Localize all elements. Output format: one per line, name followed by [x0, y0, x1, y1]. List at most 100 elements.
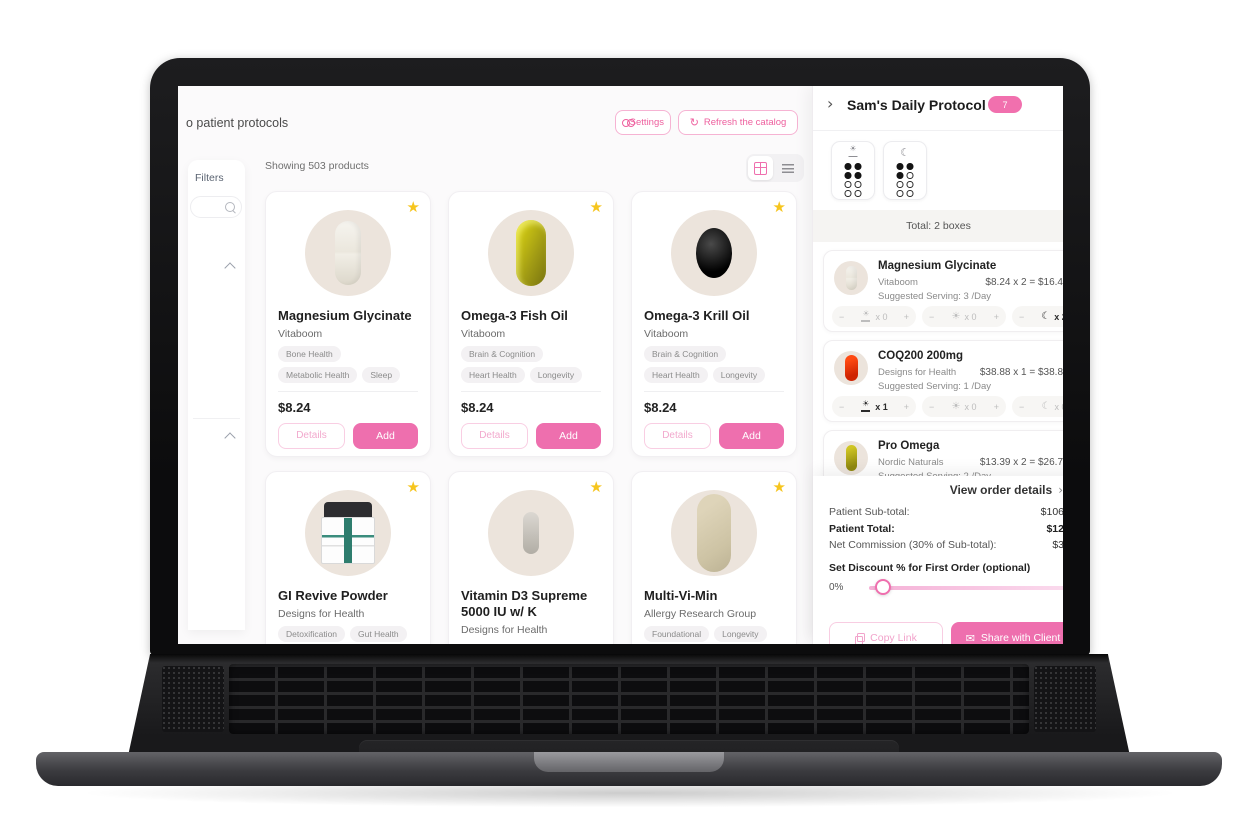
- details-button[interactable]: Details: [461, 422, 528, 449]
- speaker-grille: [162, 666, 224, 732]
- laptop-front-edge: [36, 752, 1222, 786]
- category-tag: Bone Health: [278, 345, 341, 362]
- laptop-screen: o patient protocols Settings ↻ Refresh t…: [178, 86, 1063, 644]
- cart-item-name: Magnesium Glycinate: [878, 260, 997, 272]
- product-grid: ★ Magnesium Glycinate Vitaboom Bone Heal…: [265, 191, 797, 644]
- view-order-details-link[interactable]: View order details ›: [949, 483, 1063, 497]
- category-tag: Brain & Cognition: [644, 345, 727, 362]
- chevron-right-icon: ›: [1058, 483, 1063, 497]
- morning-icon: [860, 312, 871, 322]
- product-name: Omega-3 Fish Oil: [461, 308, 568, 323]
- pill-dot: [896, 163, 903, 170]
- product-price: $8.24: [461, 399, 494, 415]
- chevron-up-icon[interactable]: [224, 262, 236, 274]
- order-row-value: $3: [1052, 539, 1063, 551]
- dose-stepper-morning[interactable]: − x 1 +: [832, 396, 916, 417]
- product-tags: Foundational Longevity: [644, 625, 784, 644]
- cart-item-name: COQ200 200mg: [878, 350, 964, 362]
- list-view-button[interactable]: [775, 156, 800, 180]
- list-icon: [781, 163, 794, 173]
- cart-item: COQ200 200mg Designs for Health $38.88 x…: [823, 340, 1063, 422]
- favorite-star-icon[interactable]: ★: [772, 478, 786, 496]
- minus-icon[interactable]: −: [1019, 401, 1025, 412]
- discount-slider-track[interactable]: [869, 586, 1063, 590]
- order-row-label: Patient Total:: [829, 523, 895, 535]
- minus-icon[interactable]: −: [929, 311, 935, 322]
- discount-slider-handle[interactable]: [875, 579, 891, 595]
- plus-icon[interactable]: +: [993, 401, 999, 412]
- settings-button[interactable]: Settings: [615, 110, 671, 135]
- product-price: $8.24: [278, 399, 311, 415]
- minus-icon[interactable]: −: [839, 401, 845, 412]
- favorite-star-icon[interactable]: ★: [406, 198, 420, 216]
- search-input[interactable]: [190, 196, 242, 218]
- minus-icon[interactable]: −: [929, 401, 935, 412]
- details-button[interactable]: Details: [644, 422, 711, 449]
- favorite-star-icon[interactable]: ★: [589, 198, 603, 216]
- black-softgel-illustration: [696, 228, 732, 278]
- boxes-total: Total: 2 boxes: [813, 210, 1063, 242]
- dose-stepper-day[interactable]: − x 0 +: [922, 306, 1006, 327]
- dose-stepper-morning[interactable]: − x 0 +: [832, 306, 916, 327]
- add-button[interactable]: Add: [719, 422, 784, 449]
- laptop-base: [128, 654, 1130, 756]
- item-count-badge: 7: [988, 96, 1022, 113]
- discount-title: Set Discount % for First Order (optional…: [829, 562, 1031, 574]
- grid-view-button[interactable]: [748, 156, 773, 180]
- order-row-label: Net Commission (30% of Sub-total):: [829, 539, 997, 551]
- add-button[interactable]: Add: [353, 422, 418, 449]
- dose-stepper-night[interactable]: − x 0 +: [1012, 396, 1063, 417]
- collapse-panel-icon[interactable]: ›: [827, 94, 834, 113]
- olive-softgel-illustration: [845, 445, 857, 471]
- pill-dot: [844, 181, 851, 188]
- details-button[interactable]: Details: [278, 422, 345, 449]
- dose-stepper-night[interactable]: − x 2 +: [1012, 306, 1063, 327]
- filters-title: Filters: [195, 172, 224, 184]
- divider: [461, 390, 601, 392]
- order-summary: View order details › Patient Sub-total: $…: [813, 476, 1063, 644]
- cart-item-image: [834, 351, 868, 385]
- product-brand: Allergy Research Group: [644, 607, 757, 620]
- copy-link-button[interactable]: Copy Link: [829, 622, 943, 644]
- cart-item-serving: Suggested Serving: 1 /Day: [878, 381, 992, 392]
- share-with-client-button[interactable]: Share with Client: [951, 622, 1063, 644]
- chevron-up-icon[interactable]: [224, 432, 236, 444]
- divider: [278, 390, 418, 392]
- jar-illustration: [321, 502, 375, 564]
- category-tag: Longevity: [714, 625, 767, 642]
- favorite-star-icon[interactable]: ★: [406, 478, 420, 496]
- results-count: Showing 503 products: [265, 160, 369, 172]
- favorite-star-icon[interactable]: ★: [589, 478, 603, 496]
- dose-steppers: − x 1 + − x 0 + − x 0 +: [832, 396, 1063, 417]
- beige-capsule-illustration: [697, 494, 731, 572]
- minus-icon[interactable]: −: [839, 311, 845, 322]
- category-tag: Gut Health: [350, 625, 407, 642]
- protocol-panel: › Sam's Daily Protocol 7 Total: 2 boxes …: [812, 86, 1063, 644]
- plus-icon[interactable]: +: [903, 401, 909, 412]
- divider: [193, 418, 240, 419]
- dose-stepper-day[interactable]: − x 0 +: [922, 396, 1006, 417]
- add-button[interactable]: Add: [536, 422, 601, 449]
- plus-icon[interactable]: +: [903, 311, 909, 322]
- category-tag: Heart Health: [644, 366, 708, 383]
- pill-dot-grid: [844, 163, 862, 197]
- supplement-catalog-app: o patient protocols Settings ↻ Refresh t…: [178, 86, 1063, 644]
- order-row-label: Patient Sub-total:: [829, 506, 910, 518]
- pill-dot: [896, 181, 903, 188]
- pill-box-night[interactable]: [883, 141, 927, 200]
- laptop-lid: o patient protocols Settings ↻ Refresh t…: [150, 58, 1090, 655]
- favorite-star-icon[interactable]: ★: [772, 198, 786, 216]
- cart-item-image: [834, 261, 868, 295]
- pill-box-morning[interactable]: [831, 141, 875, 200]
- refresh-catalog-button[interactable]: ↻ Refresh the catalog: [678, 110, 798, 135]
- product-name: Omega-3 Krill Oil: [644, 308, 750, 323]
- plus-icon[interactable]: +: [993, 311, 999, 322]
- product-name: Magnesium Glycinate: [278, 308, 412, 323]
- page-subtitle: o patient protocols: [186, 116, 289, 130]
- minus-icon[interactable]: −: [1019, 311, 1025, 322]
- cart-item-brand: Nordic Naturals: [878, 457, 944, 468]
- night-icon: [1041, 312, 1050, 322]
- cart-item-price: $13.39 x 2 = $26.7: [979, 457, 1063, 468]
- product-name: GI Revive Powder: [278, 588, 388, 603]
